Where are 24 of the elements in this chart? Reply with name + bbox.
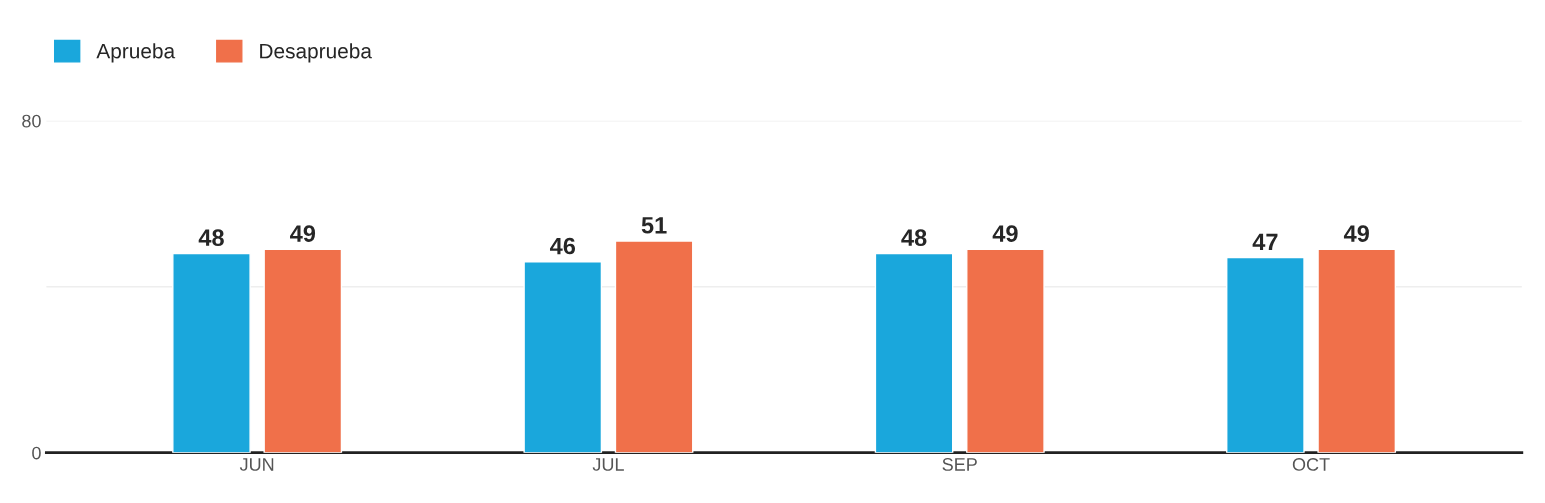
x-tick-label: JUN: [239, 458, 274, 471]
data-label: 49: [1343, 225, 1369, 242]
bar: [1317, 248, 1397, 453]
legend-label: Desaprueba: [260, 43, 372, 63]
data-label: 51: [641, 217, 667, 234]
data-label: 46: [549, 237, 576, 255]
bar: [523, 261, 603, 453]
data-label: 48: [901, 229, 927, 247]
data-label: 48: [198, 229, 224, 247]
bar: [1226, 256, 1305, 453]
data-label: 49: [992, 225, 1018, 242]
bar: [614, 240, 694, 453]
y-tick-label: 0: [32, 446, 41, 460]
bar: [263, 248, 343, 453]
y-tick-label: 80: [22, 114, 41, 128]
x-tick-label: SEP: [942, 458, 977, 471]
x-tick-label: OCT: [1292, 458, 1330, 471]
bar: [966, 248, 1045, 453]
data-label: 47: [1252, 233, 1278, 250]
data-label: 49: [290, 225, 316, 242]
bar: [874, 252, 954, 453]
bar: [172, 252, 251, 453]
legend-label: Aprueba: [96, 43, 176, 63]
x-tick-label: JUL: [592, 458, 624, 471]
